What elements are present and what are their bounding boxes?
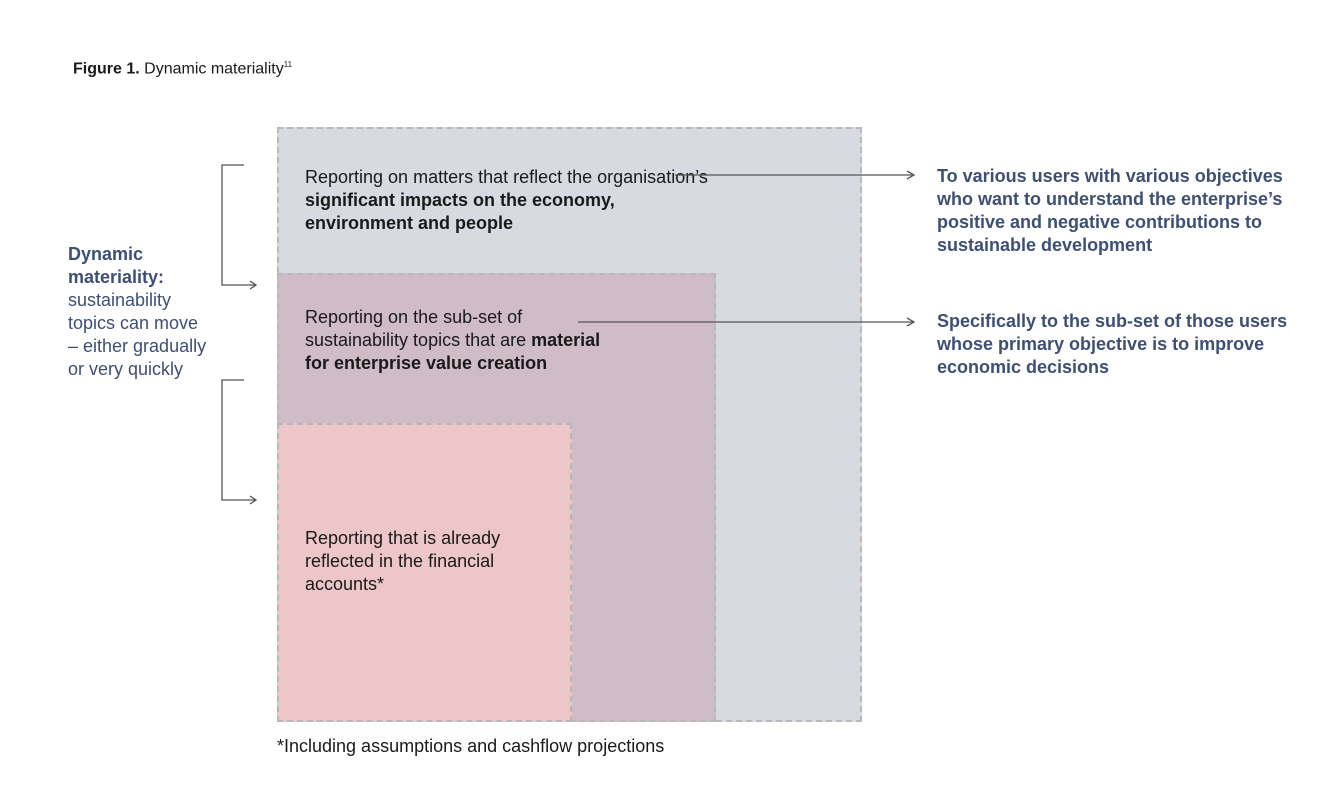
figure-label: Figure 1. bbox=[73, 60, 140, 78]
arrow-impact-head bbox=[906, 170, 916, 180]
bracket-upper bbox=[221, 164, 255, 286]
outer-box-text: Reporting on matters that reflect the or… bbox=[305, 166, 725, 235]
bracket-lower bbox=[221, 379, 255, 501]
dynamic-materiality-note: Dynamic materiality: sustainability topic… bbox=[68, 243, 208, 381]
bracket-upper-arrowhead bbox=[249, 280, 258, 290]
bracket-lower-arrowhead bbox=[249, 495, 258, 505]
figure-title-text: Dynamic materiality bbox=[139, 60, 284, 78]
footnote-ref: 11 bbox=[283, 60, 293, 69]
middle-text-bold: material for enterprise value creation bbox=[305, 330, 601, 373]
figure-title: Figure 1. Dynamic materiality11 bbox=[73, 60, 292, 78]
note-body: sustainability topics can move – either … bbox=[68, 290, 207, 379]
arrow-financial-head bbox=[906, 317, 916, 327]
note-heading: Dynamic materiality: bbox=[68, 244, 165, 287]
outer-text-bold: significant impacts on the economy, envi… bbox=[305, 190, 615, 233]
footnote: *Including assumptions and cashflow proj… bbox=[277, 736, 665, 756]
middle-text-regular: Reporting on the sub-set of sustainabili… bbox=[305, 307, 532, 350]
outer-text-regular: Reporting on matters that reflect the or… bbox=[305, 167, 708, 187]
financial-accounts-box bbox=[277, 423, 572, 722]
right-note-impact: To various users with various objectives… bbox=[937, 166, 1283, 255]
middle-box-text: Reporting on the sub-set of sustainabili… bbox=[305, 306, 605, 375]
inner-box-text: Reporting that is already reflected in t… bbox=[305, 528, 501, 594]
right-note-financial: Specifically to the sub-set of those use… bbox=[937, 311, 1288, 377]
